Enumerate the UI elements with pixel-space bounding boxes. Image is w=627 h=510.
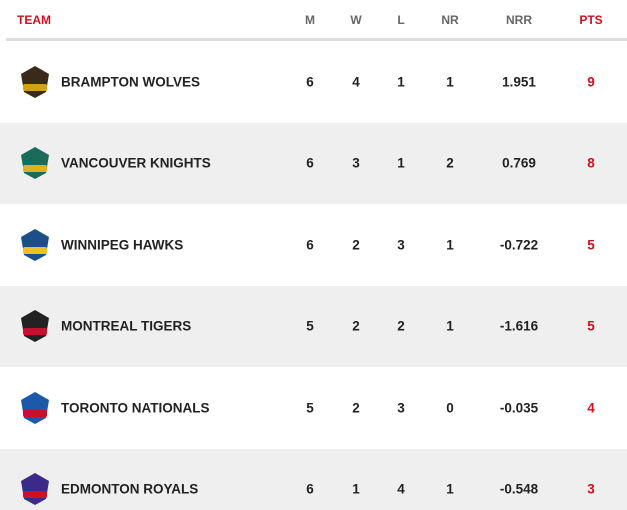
team-logo <box>18 145 52 181</box>
team-name: MONTREAL TIGERS <box>61 318 192 334</box>
stat-cell: -1.616 <box>499 318 539 334</box>
stat-cell: 2 <box>352 318 360 334</box>
stat-cell: 3 <box>397 237 405 253</box>
row-background <box>0 448 627 510</box>
stat-cell: 4 <box>397 481 405 497</box>
team-logo <box>18 64 52 100</box>
team-name: BRAMPTON WOLVES <box>61 74 201 90</box>
stat-cell: 2 <box>397 318 405 334</box>
stat-cell: 9 <box>587 74 595 90</box>
row-background <box>0 122 627 204</box>
stat-cell: 2 <box>352 237 360 253</box>
row-background <box>0 204 627 286</box>
stat-cell: 4 <box>352 74 360 90</box>
logo-graphic <box>21 65 49 98</box>
stat-cell: 8 <box>587 155 595 171</box>
stat-cell: 5 <box>306 400 314 416</box>
stat-cell: 1 <box>397 155 405 171</box>
stat-cell: 1 <box>397 74 405 90</box>
team-logo <box>18 227 52 263</box>
stat-cell: 6 <box>306 237 314 253</box>
stat-cell: -0.548 <box>499 481 539 497</box>
stat-cell: -0.035 <box>499 400 539 416</box>
stat-cell: 1 <box>446 481 454 497</box>
stat-cell: 5 <box>587 237 595 253</box>
stat-cell: 3 <box>587 481 595 497</box>
logo-graphic <box>21 228 49 261</box>
stat-cell: 2 <box>446 155 454 171</box>
logo-graphic <box>21 147 49 180</box>
stat-cell: 5 <box>306 318 314 334</box>
stat-cell: 1 <box>446 318 454 334</box>
stat-cell: 6 <box>306 481 314 497</box>
header-cell: W <box>350 13 362 27</box>
team-logo <box>18 308 52 344</box>
stat-cell: 1 <box>446 237 454 253</box>
row-background <box>0 285 627 367</box>
stat-cell: 1 <box>352 481 360 497</box>
stat-cell: 4 <box>587 400 595 416</box>
stat-cell: 1 <box>446 74 454 90</box>
team-name: VANCOUVER KNIGHTS <box>61 155 211 171</box>
row-background <box>0 41 627 123</box>
logo-graphic <box>21 391 49 424</box>
team-logo <box>18 471 52 507</box>
team-name: WINNIPEG HAWKS <box>61 237 184 253</box>
header-divider <box>6 38 627 41</box>
logo-graphic <box>21 310 49 343</box>
stat-cell: 5 <box>587 318 595 334</box>
row-background <box>0 367 627 449</box>
stat-cell: 0 <box>446 400 454 416</box>
team-logo <box>18 390 52 426</box>
stat-cell: 3 <box>397 400 405 416</box>
stat-cell: 2 <box>352 400 360 416</box>
stat-cell: 6 <box>306 74 314 90</box>
team-name: TORONTO NATIONALS <box>61 400 210 416</box>
team-name: EDMONTON ROYALS <box>61 481 199 497</box>
stat-cell: 1.951 <box>502 74 536 90</box>
stat-cell: 3 <box>352 155 360 171</box>
stat-cell: -0.722 <box>499 237 539 253</box>
stat-cell: 6 <box>306 155 314 171</box>
header-cell: NR <box>441 13 459 27</box>
logo-graphic <box>21 473 49 506</box>
header-cell: M <box>305 13 315 27</box>
header-cell: NRR <box>506 13 532 27</box>
header-cell: L <box>397 13 405 27</box>
header-cell: TEAM <box>17 13 51 27</box>
stat-cell: 0.769 <box>502 155 536 171</box>
header-cell: PTS <box>579 13 603 27</box>
